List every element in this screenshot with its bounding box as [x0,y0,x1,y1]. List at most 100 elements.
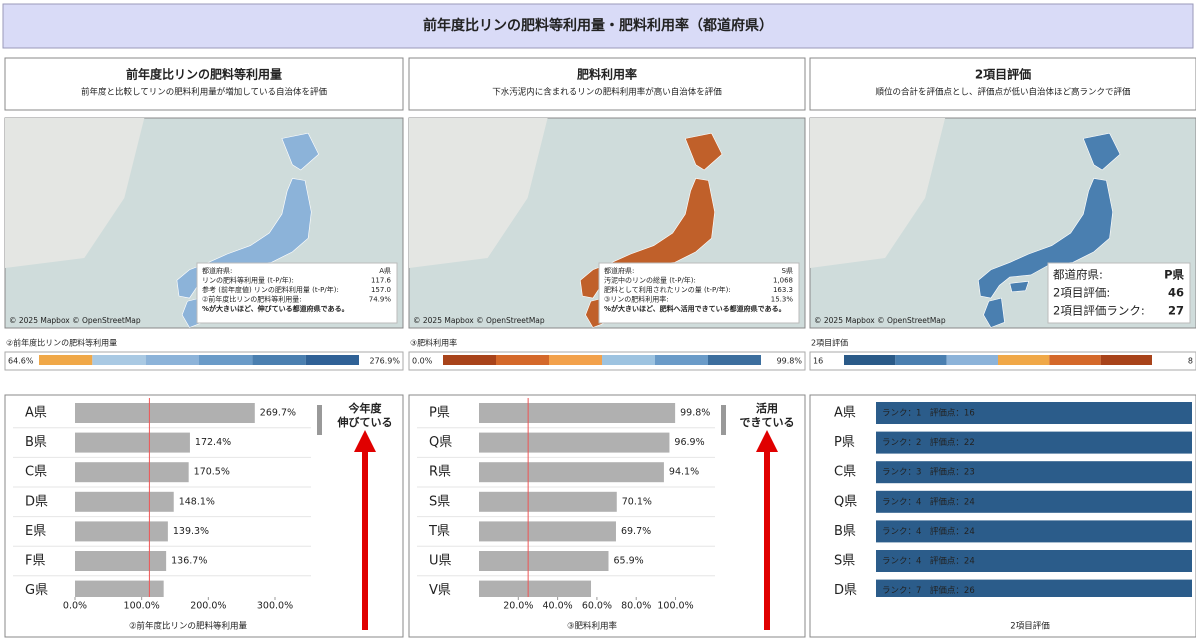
tooltip-value: 157.0 [371,286,391,294]
legend-title: ②前年度比リンの肥料等利用量 [6,338,117,348]
rank-bar [876,550,1192,572]
value-label: 148.1% [179,496,215,507]
bar [479,580,592,597]
tooltip [598,262,800,324]
legend-swatch [252,355,306,365]
value-label: 99.8% [680,408,710,419]
legend-swatch [199,355,253,365]
category-label: S県 [429,494,450,509]
legend-title: ③肥料利用率 [410,338,457,348]
bar [75,521,168,542]
category-label: B県 [834,524,856,539]
legend-min: 16 [813,357,823,366]
tooltip-key: リンの肥料等利用量 (t-P/年): [202,276,294,285]
category-label: P県 [834,435,855,450]
x-tick-label: 0.0% [63,601,87,612]
panel-header [408,57,806,111]
bar-rows: A県 269.7% B県 172.4% C県 170.5% D県 148.1% E県 139.3%… [13,398,311,598]
tooltip-value: 46 [1168,286,1184,300]
rank-label: ランク：2 評価点：22 [882,437,975,448]
header-bar [2,3,1194,49]
tooltip-key: ②前年度比リンの肥料等利用量: [202,295,302,304]
legend-swatch [602,355,655,365]
legend-swatch [145,355,199,365]
tooltip-key: 2項目評価: [1053,286,1110,300]
axis-label: 2項目評価 [1010,621,1050,632]
bar-rows: P県 99.8% Q県 96.9% R県 94.1% S県 70.1% T県 69.7% U県 65.… [417,398,715,597]
value-label: 269.7% [260,408,296,419]
legend-max: 8 [1188,357,1193,366]
panel-subtitle: 前年度と比較してリンの肥料利用量が増加している自治体を評価 [81,87,327,98]
category-label: P県 [429,406,450,421]
value-label: 170.5% [194,467,230,478]
legend-swatch [708,355,761,365]
rank-label: ランク：4 評価点：24 [882,526,975,537]
bar-rows: A県 ランク：1 評価点：16 P県 ランク：2 評価点：22 C県 ランク：3 評価点：… [834,402,1192,598]
annotation: 活用 [756,401,778,415]
value-label: 70.1% [622,496,652,507]
value-label: 65.9% [614,556,644,567]
legend-max: 276.9% [369,357,400,366]
legend-swatch [92,355,146,365]
tooltip-key: 都道府県: [1053,268,1103,282]
value-label: 94.1% [669,467,699,478]
rank-bar [876,461,1192,484]
bar [479,521,616,542]
category-label: G県 [25,583,48,598]
category-label: R県 [429,465,451,480]
legend-title: 2項目評価 [811,338,848,348]
arrow-head [756,430,778,452]
bar [479,403,676,423]
tooltip-value: 117.6 [371,277,392,285]
tooltip-value: A県 [379,267,391,275]
bar [75,491,174,512]
rank-bar [876,402,1192,424]
x-tick-label: 200.0% [190,601,226,612]
japan-shape [176,132,320,328]
rank-label: ランク：4 評価点：24 [882,556,975,567]
category-label: F県 [25,554,45,569]
panel-header [809,57,1196,111]
category-label: A県 [25,406,47,421]
rank-bar [876,520,1192,543]
rank-label: ランク：1 評価点：16 [882,408,975,419]
annotation: できている [740,416,795,429]
x-tick-label: 100.0% [124,601,160,612]
x-tick-label: 60.0% [582,601,612,612]
bar [75,580,164,597]
tooltip-value: 163.3 [773,286,793,294]
category-label: D県 [834,583,857,598]
tooltip-value: 15.3% [771,296,794,304]
panel-subtitle: 下水汚泥内に含まれるリンの肥料利用率が高い自治体を評価 [492,87,722,98]
tooltip-key: ③リンの肥料利用率: [604,295,669,304]
arrow-head [354,430,376,452]
map-credit: © 2025 Mapbox © OpenStreetMap [9,316,141,325]
rank-bar [876,490,1192,513]
tooltip [1047,262,1191,324]
tooltip-key: 参考 (前年度値) リンの肥料利用量 (t-P/年): [202,285,339,294]
tooltip-value: P県 [1164,268,1184,282]
tooltip-key: 都道府県: [202,266,232,275]
bar-panel [809,394,1196,638]
x-tick-label: 80.0% [621,601,651,612]
x-tick-label: 40.0% [543,601,573,612]
category-label: U県 [429,554,452,569]
scrollbar [721,405,726,435]
panel-header [4,57,404,111]
tooltip-note: %が大きいほど、伸びている都道府県である。 [202,304,349,313]
bar [479,462,664,483]
x-tick-label: 100.0% [657,601,693,612]
value-label: 139.3% [173,526,209,537]
rank-label: ランク：7 評価点：26 [882,585,975,596]
legend-swatch [1100,355,1152,365]
axis-label: ②前年度比リンの肥料等利用量 [129,621,248,632]
tooltip-value: 74.9% [369,296,392,304]
bar [75,551,167,571]
legend-max: 99.8% [777,357,803,366]
panel-title: 肥料利用率 [577,67,637,82]
tooltip-value: S県 [782,267,793,275]
rank-label: ランク：3 評価点：23 [882,467,975,478]
legend-min: 0.0% [412,357,433,366]
bar [479,491,617,512]
